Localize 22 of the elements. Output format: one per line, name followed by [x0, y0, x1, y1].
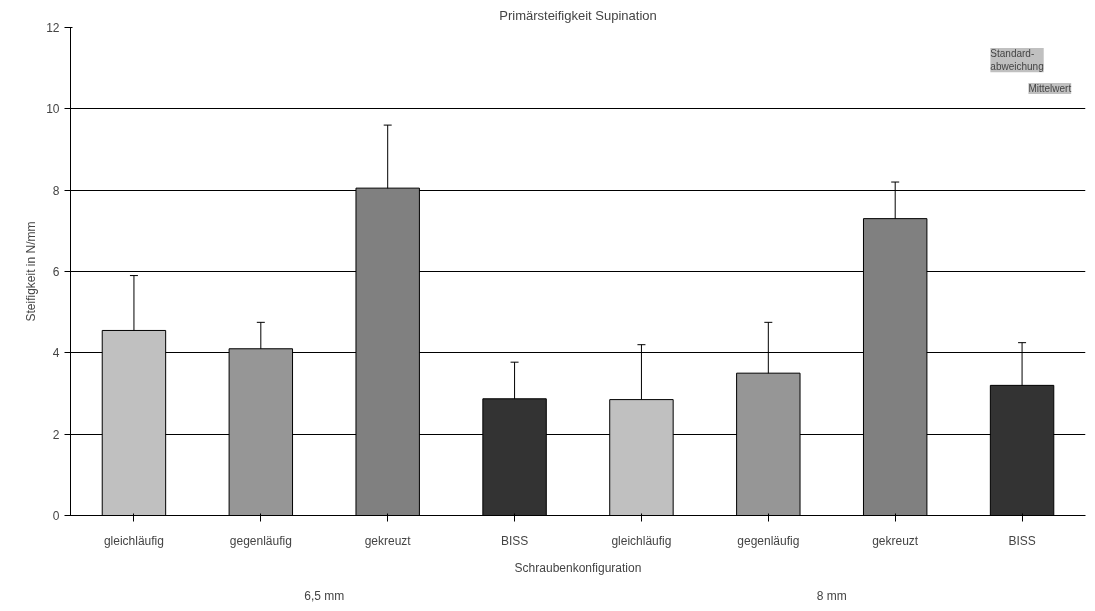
x-tick-label: gegenläufig — [229, 533, 292, 548]
y-tick-label: 8 — [52, 183, 60, 198]
chart-title: Primärsteifigkeit Supination — [499, 7, 657, 23]
text: 6,5 mm — [304, 588, 345, 603]
annotation: Standard- abweichung — [990, 47, 1044, 73]
x-tick-label: BISS — [1008, 533, 1036, 548]
y-tick-label: 6 — [52, 265, 60, 279]
y-tick-label: 4 — [52, 346, 60, 361]
y-axis-title: Steifigkeit in N/mm — [24, 221, 39, 322]
x-tick-label: gekreuzt — [364, 533, 412, 548]
x-tick-label: gleichläufig — [103, 533, 164, 548]
y-tick-label: 0 — [52, 509, 60, 523]
annotation: Mittelwert — [1028, 83, 1072, 94]
x-tick-label: gleichläufig — [611, 533, 672, 548]
x-tick-label: gekreuzt — [872, 533, 919, 548]
y-tick-label: 10 — [46, 102, 60, 117]
y-tick-label: 12 — [46, 21, 60, 35]
x-axis-title: Schraubenkonfiguration — [514, 560, 642, 575]
text: 8 mm — [816, 588, 847, 603]
y-tick-label: 2 — [52, 427, 60, 442]
x-tick-label: gegenläufig — [737, 533, 800, 548]
x-tick-label: BISS — [500, 533, 529, 548]
